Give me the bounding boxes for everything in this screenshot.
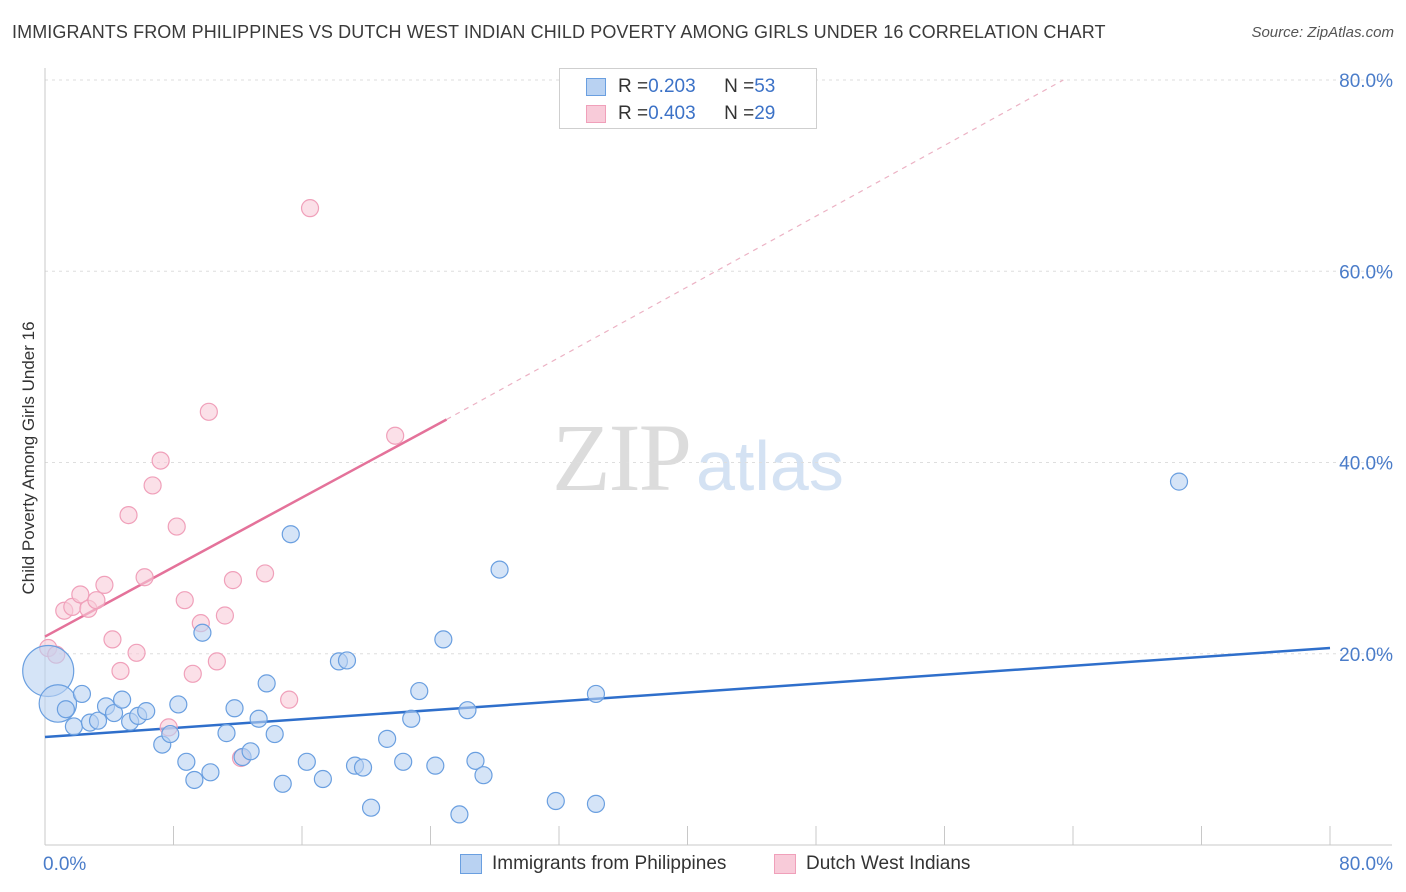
trend-extension-dutch-west-indians [446, 79, 1064, 420]
point-philippines [64, 717, 84, 736]
point-philippines [137, 702, 156, 721]
point-dutch-west-indians [300, 199, 320, 218]
point-dutch-west-indians [175, 591, 194, 610]
point-dutch-west-indians [111, 661, 130, 681]
legend-r-key: R = [618, 103, 649, 124]
point-philippines [586, 794, 606, 813]
y-axis-label: Child Poverty Among Girls Under 16 [19, 321, 38, 594]
point-philippines [193, 623, 212, 642]
point-philippines [586, 684, 606, 704]
point-philippines [490, 560, 509, 579]
legend-swatch-dutch-west-indians [586, 105, 606, 123]
point-philippines [249, 709, 268, 728]
point-philippines [88, 711, 108, 730]
point-dutch-west-indians [207, 652, 226, 671]
point-dutch-west-indians [215, 606, 234, 625]
legend-n-key: N = [724, 76, 755, 97]
point-philippines [297, 752, 316, 771]
legend-r-key: R = [618, 76, 649, 97]
series-legend-philippines: Immigrants from Philippines [460, 852, 726, 876]
point-philippines [361, 798, 381, 817]
point-philippines [72, 684, 92, 704]
point-dutch-west-indians [127, 643, 146, 662]
point-philippines [474, 766, 493, 785]
point-dutch-west-indians [87, 591, 106, 610]
point-dutch-west-indians [167, 517, 186, 536]
legend-r-value: 0.403 [648, 103, 696, 124]
y-tick-label: 40.0% [1339, 454, 1393, 475]
point-philippines [337, 651, 357, 670]
point-philippines [225, 699, 244, 718]
point-philippines [546, 791, 565, 811]
point-philippines [217, 724, 236, 743]
legend-n-key: N = [724, 103, 755, 124]
point-philippines [410, 681, 429, 701]
series-label-dutch-west-indians: Dutch West Indians [806, 853, 971, 874]
point-philippines [177, 752, 196, 771]
point-philippines [273, 774, 292, 793]
series-swatch-philippines [460, 854, 482, 874]
data-points [22, 199, 1189, 824]
point-philippines [378, 729, 397, 748]
point-dutch-west-indians [135, 568, 154, 587]
point-philippines [426, 756, 445, 775]
point-dutch-west-indians [103, 630, 122, 649]
series-swatch-dutch-west-indians [774, 854, 796, 874]
series-legend-dutch-west-indians: Dutch West Indians [774, 852, 970, 876]
x-tick-label: 0.0% [43, 854, 86, 875]
grid-lines [45, 79, 1392, 655]
series-label-philippines: Immigrants from Philippines [492, 853, 727, 874]
point-philippines [201, 763, 220, 782]
chart-title: IMMIGRANTS FROM PHILIPPINES VS DUTCH WES… [12, 22, 1106, 42]
point-philippines [161, 724, 180, 744]
point-philippines [402, 709, 421, 728]
point-dutch-west-indians [151, 451, 170, 470]
point-philippines [265, 724, 284, 744]
legend-row-dutch-west-indians: R = 0.403 N = 29 [586, 103, 775, 125]
trend-line-dutch-west-indians [44, 418, 448, 638]
point-dutch-west-indians [280, 690, 299, 709]
x-tick-label: 80.0% [1339, 854, 1393, 875]
legend-row-philippines: R = 0.203 N = 53 [586, 76, 775, 98]
trend-lines [44, 79, 1331, 739]
point-dutch-west-indians [255, 564, 275, 583]
point-philippines [241, 742, 260, 761]
point-dutch-west-indians [95, 575, 114, 595]
point-philippines [1169, 472, 1189, 491]
point-philippines [434, 630, 453, 649]
point-philippines [169, 695, 188, 714]
point-philippines [394, 752, 413, 771]
point-philippines [257, 674, 276, 693]
point-philippines [112, 690, 132, 709]
point-dutch-west-indians [183, 664, 202, 683]
axes [44, 68, 1392, 846]
legend-swatch-philippines [586, 78, 606, 96]
point-dutch-west-indians [199, 402, 218, 421]
trend-line-philippines [44, 646, 1331, 739]
point-philippines [353, 758, 373, 777]
point-philippines [458, 701, 477, 720]
legend-n-value: 53 [754, 76, 776, 97]
correlation-legend: R = 0.203 N = 53 R = 0.403 N = 29 [559, 68, 817, 129]
point-philippines [185, 770, 204, 790]
y-tick-label: 80.0% [1339, 71, 1393, 92]
source-label: Source: ZipAtlas.com [1251, 24, 1394, 41]
point-philippines [450, 805, 469, 824]
point-dutch-west-indians [143, 476, 162, 495]
point-philippines [466, 751, 485, 770]
point-dutch-west-indians [386, 426, 405, 445]
y-tick-label: 60.0% [1339, 262, 1393, 283]
point-philippines [313, 769, 332, 789]
point-dutch-west-indians [223, 571, 243, 590]
point-philippines [56, 700, 75, 719]
y-tick-label: 20.0% [1339, 645, 1393, 666]
tick-labels: 20.0% 40.0% 60.0% 80.0% 0.0% 80.0% [43, 71, 1393, 875]
legend-r-value: 0.203 [648, 76, 696, 97]
point-dutch-west-indians [119, 505, 138, 525]
point-philippines [104, 703, 124, 723]
legend-n-value: 29 [754, 103, 776, 124]
point-philippines [281, 525, 300, 544]
point-dutch-west-indians [71, 585, 90, 604]
